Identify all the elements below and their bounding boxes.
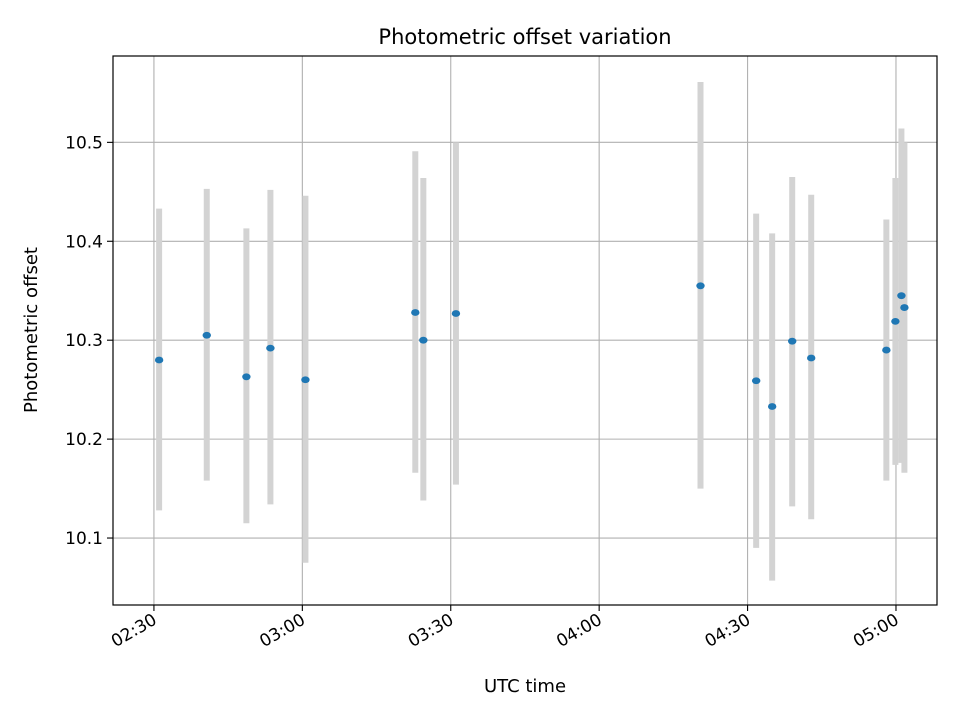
data-point (897, 292, 906, 300)
data-point (767, 403, 777, 410)
y-tick-label: 10.5 (65, 133, 103, 153)
data-point (202, 331, 211, 339)
data-point (451, 310, 461, 317)
data-point (242, 373, 251, 381)
x-axis-label: UTC time (484, 676, 566, 697)
data-point (266, 344, 275, 352)
y-tick-label: 10.3 (65, 331, 103, 351)
data-point (751, 377, 761, 385)
data-point (696, 282, 705, 290)
y-axis-label: Photometric offset (21, 247, 42, 413)
y-tick-label: 10.2 (65, 430, 103, 450)
plot-frame (112, 55, 938, 606)
data-point (891, 317, 900, 325)
data-points (154, 282, 909, 410)
data-point (301, 376, 310, 384)
y-tick-label: 10.1 (65, 529, 103, 549)
data-point (807, 354, 816, 362)
data-point (900, 304, 909, 311)
data-point (411, 309, 420, 316)
data-point (882, 346, 891, 354)
chart-title: Photometric offset variation (378, 25, 671, 49)
data-point (154, 356, 164, 364)
y-axis-ticks: 10.1 10.2 10.3 10.4 10.5 (65, 133, 113, 549)
data-point (419, 336, 428, 344)
y-tick-label: 10.4 (65, 232, 103, 252)
data-point (788, 337, 797, 345)
